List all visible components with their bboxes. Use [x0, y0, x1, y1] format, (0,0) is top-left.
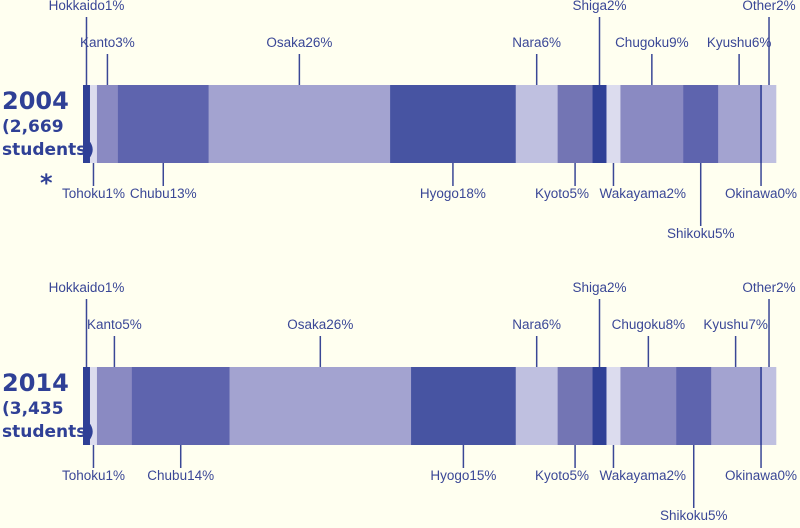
segment-label-other: Other2%	[742, 0, 795, 13]
bar-segment-hyogo-2014	[411, 367, 517, 445]
segment-label-other: Other2%	[742, 280, 795, 295]
bar-segment-other-2014	[762, 367, 777, 445]
segment-label-chugoku: Chugoku9%	[615, 35, 689, 50]
bar-segment-osaka-2004	[208, 85, 391, 163]
bar-segment-osaka-2014	[229, 367, 412, 445]
segment-label-kanto: Kanto5%	[87, 317, 142, 332]
bar-segment-kyushu-2004	[718, 85, 761, 163]
bar-segment-kyoto-2004	[557, 85, 593, 163]
segment-label-hyogo: Hyogo15%	[430, 468, 496, 483]
bar-segment-shiga-2004	[592, 85, 607, 163]
segment-label-kyushu: Kyushu6%	[707, 35, 772, 50]
bar-segment-chubu-2014	[131, 367, 230, 445]
students-label: students)	[2, 422, 94, 442]
bar-segment-nara-2004	[515, 85, 558, 163]
bar-segment-okinawa-2004	[760, 85, 763, 163]
segment-label-kyoto: Kyoto5%	[535, 186, 589, 201]
segment-label-shikoku: Shikoku5%	[667, 226, 735, 241]
segment-label-shikoku: Shikoku5%	[660, 508, 728, 523]
year-label: 2014	[2, 369, 69, 397]
segment-label-shiga: Shiga2%	[572, 0, 626, 13]
bar-segment-chubu-2004	[117, 85, 209, 163]
student-count-label: (2,669	[2, 117, 64, 137]
footnote-mark: *	[40, 169, 53, 197]
bar-segment-nara-2014	[515, 367, 558, 445]
bar-segment-okinawa-2014	[760, 367, 763, 445]
segment-label-kanto: Kanto3%	[80, 35, 135, 50]
bar-segment-kyushu-2014	[711, 367, 761, 445]
bar-segment-tohoku-2014	[89, 367, 98, 445]
segment-label-wakayama: Wakayama2%	[599, 468, 686, 483]
segment-label-chubu: Chubu14%	[147, 468, 214, 483]
segment-label-shiga: Shiga2%	[572, 280, 626, 295]
segment-label-chugoku: Chugoku8%	[612, 317, 686, 332]
students-label: students)	[2, 140, 94, 160]
segment-label-kyoto: Kyoto5%	[535, 468, 589, 483]
segment-label-nara: Nara6%	[512, 317, 561, 332]
segment-label-osaka: Osaka26%	[266, 35, 332, 50]
bar-segment-tohoku-2004	[89, 85, 98, 163]
bar-segment-chugoku-2014	[620, 367, 677, 445]
segment-label-okinawa: Okinawa0%	[725, 186, 797, 201]
bar-segment-kyoto-2014	[557, 367, 593, 445]
bar-segment-kanto-2004	[96, 85, 119, 163]
bar-segment-hyogo-2004	[390, 85, 517, 163]
segment-label-hyogo: Hyogo18%	[420, 186, 486, 201]
year-label: 2004	[2, 87, 69, 115]
bar-segment-shikoku-2004	[683, 85, 719, 163]
segment-label-osaka: Osaka26%	[287, 317, 353, 332]
segment-label-hokkaido: Hokkaido1%	[49, 280, 125, 295]
bar-segment-other-2004	[762, 85, 777, 163]
segment-label-okinawa: Okinawa0%	[725, 468, 797, 483]
segment-label-kyushu: Kyushu7%	[703, 317, 768, 332]
bar-segment-hokkaido-2004	[83, 85, 91, 163]
segment-label-wakayama: Wakayama2%	[599, 186, 686, 201]
bar-segment-kanto-2014	[96, 367, 133, 445]
segment-label-chubu: Chubu13%	[130, 186, 197, 201]
bar-segment-chugoku-2004	[620, 85, 684, 163]
segment-label-nara: Nara6%	[512, 35, 561, 50]
bar-segment-wakayama-2014	[606, 367, 621, 445]
bar-segment-hokkaido-2014	[83, 367, 91, 445]
student-count-label: (3,435	[2, 399, 64, 419]
segment-label-tohoku: Tohoku1%	[62, 468, 125, 483]
bar-segment-wakayama-2004	[606, 85, 621, 163]
bar-segment-shikoku-2014	[676, 367, 712, 445]
segment-label-tohoku: Tohoku1%	[62, 186, 125, 201]
bar-segment-shiga-2014	[592, 367, 607, 445]
segment-label-hokkaido: Hokkaido1%	[49, 0, 125, 13]
